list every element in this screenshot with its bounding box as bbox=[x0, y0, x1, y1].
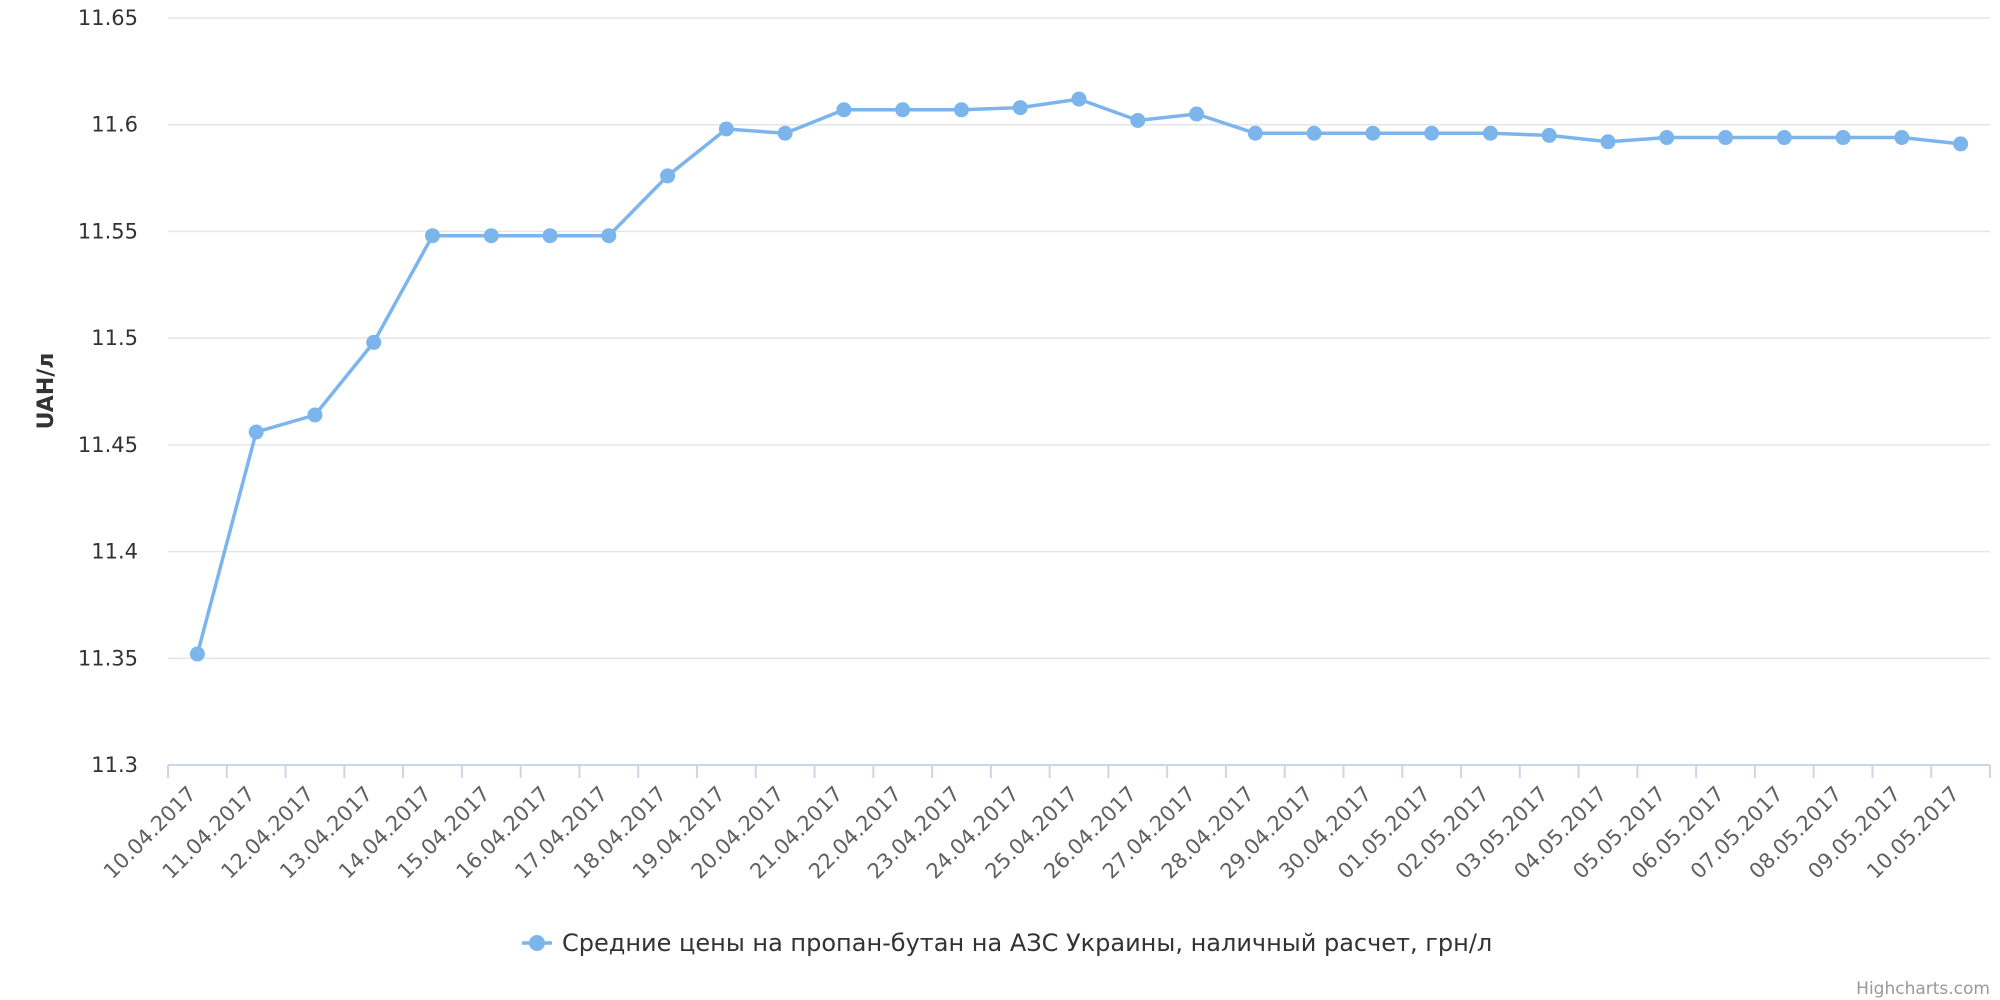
y-tick-label: 11.6 bbox=[91, 113, 138, 137]
data-point[interactable] bbox=[660, 168, 676, 184]
data-point[interactable] bbox=[1247, 125, 1263, 141]
data-point[interactable] bbox=[1365, 125, 1381, 141]
y-axis-title: UAH/л bbox=[34, 353, 59, 430]
data-point[interactable] bbox=[601, 228, 617, 244]
data-point[interactable] bbox=[1659, 130, 1675, 146]
data-point[interactable] bbox=[248, 424, 264, 440]
data-point[interactable] bbox=[953, 102, 969, 118]
x-axis bbox=[167, 764, 1991, 778]
data-point[interactable] bbox=[542, 228, 558, 244]
data-point[interactable] bbox=[1189, 106, 1205, 122]
data-point[interactable] bbox=[1541, 127, 1557, 143]
y-tick-label: 11.55 bbox=[78, 219, 138, 243]
data-point[interactable] bbox=[1482, 125, 1498, 141]
series-group bbox=[189, 91, 1969, 662]
y-tick-label: 11.45 bbox=[78, 433, 138, 457]
data-point[interactable] bbox=[1835, 130, 1851, 146]
x-axis-tick-labels: 10.04.201711.04.201712.04.201713.04.2017… bbox=[99, 782, 1964, 884]
y-tick-label: 11.5 bbox=[91, 326, 138, 350]
data-point[interactable] bbox=[718, 121, 734, 137]
y-tick-label: 11.3 bbox=[91, 753, 138, 777]
data-point[interactable] bbox=[424, 228, 440, 244]
data-point[interactable] bbox=[1600, 134, 1616, 150]
data-point[interactable] bbox=[189, 646, 205, 662]
data-point[interactable] bbox=[1953, 136, 1969, 152]
legend-item-label[interactable]: Средние цены на пропан-бутан на АЗС Укра… bbox=[562, 929, 1492, 957]
data-point[interactable] bbox=[1424, 125, 1440, 141]
data-point[interactable] bbox=[1776, 130, 1792, 146]
legend[interactable]: Средние цены на пропан-бутан на АЗС Укра… bbox=[522, 929, 1492, 957]
data-point[interactable] bbox=[1012, 100, 1028, 116]
data-point[interactable] bbox=[307, 407, 323, 423]
data-point[interactable] bbox=[836, 102, 852, 118]
series-line bbox=[195, 97, 1961, 655]
data-point[interactable] bbox=[1130, 112, 1146, 128]
y-axis-tick-labels: 11.3 11.35 11.4 11.45 11.5 11.55 11.6 11.65 bbox=[78, 6, 138, 777]
data-point[interactable] bbox=[1306, 125, 1322, 141]
data-point[interactable] bbox=[1718, 130, 1734, 146]
legend-symbol-marker bbox=[529, 935, 545, 951]
data-point[interactable] bbox=[366, 334, 382, 350]
credits-link[interactable]: Highcharts.com bbox=[1856, 979, 1990, 999]
data-point[interactable] bbox=[895, 102, 911, 118]
data-point[interactable] bbox=[483, 228, 499, 244]
data-point[interactable] bbox=[1071, 91, 1087, 107]
y-tick-label: 11.35 bbox=[78, 646, 138, 670]
grid-lines bbox=[168, 17, 1990, 660]
data-point[interactable] bbox=[777, 125, 793, 141]
y-tick-label: 11.4 bbox=[91, 540, 138, 564]
data-point[interactable] bbox=[1894, 130, 1910, 146]
y-tick-label: 11.65 bbox=[78, 6, 138, 30]
